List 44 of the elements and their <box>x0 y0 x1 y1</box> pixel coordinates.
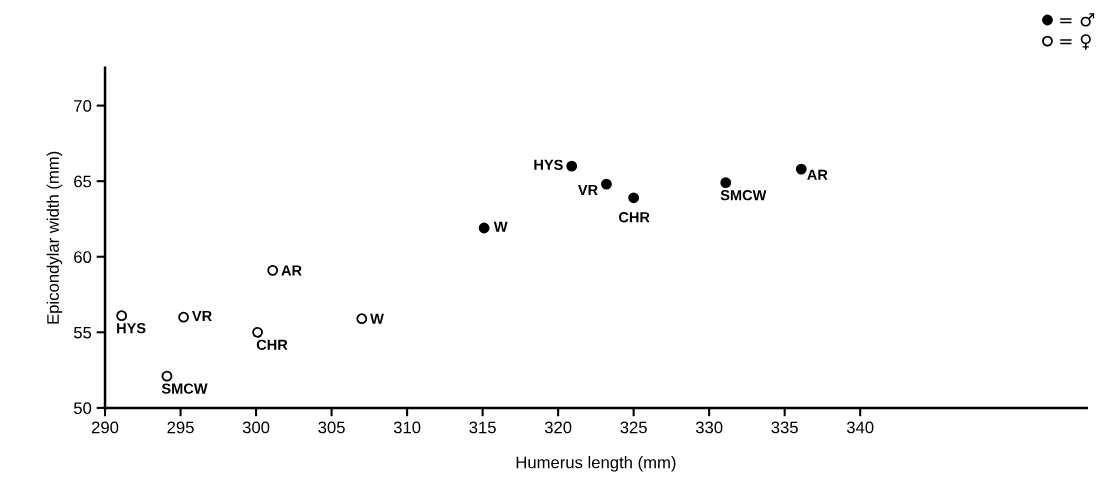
annotation: HYS <box>117 323 146 334</box>
annotation: AR <box>807 169 828 180</box>
annotation: AR <box>281 265 302 276</box>
point <box>628 192 640 204</box>
point <box>178 311 189 323</box>
point <box>252 326 263 338</box>
x-tick-label: 290 <box>91 421 119 434</box>
annotation: VR <box>577 184 598 195</box>
y-tick-label: 50 <box>73 402 92 415</box>
x-axis-title: Humerus length (mm) <box>516 456 676 472</box>
annotation: CHR <box>618 212 650 223</box>
point <box>267 264 279 276</box>
y-tick-label: 55 <box>73 326 92 339</box>
x-tick-label: 295 <box>167 421 194 434</box>
x-tick-label: 320 <box>544 421 572 434</box>
y-tick-label: 70 <box>74 100 92 112</box>
point <box>601 178 612 190</box>
y-tick-label: 65 <box>74 175 92 188</box>
x-tick-label: 305 <box>318 421 345 434</box>
x-tick-label: 300 <box>242 421 270 434</box>
x-tick-label: 340 <box>846 421 874 434</box>
y-tick-label: 60 <box>74 251 92 263</box>
point <box>116 310 128 322</box>
point <box>356 313 368 325</box>
annotation: SMCW <box>720 190 767 201</box>
x-tick-label: 330 <box>695 421 723 434</box>
x-tick-label: 325 <box>620 421 647 434</box>
annotation: CHR <box>256 339 288 350</box>
point <box>566 160 578 172</box>
annotation: W <box>370 313 384 324</box>
legend-label: = ♀ <box>1060 34 1091 50</box>
point <box>478 222 490 234</box>
legend-label: = ♂ <box>1060 13 1095 27</box>
annotation: HYS <box>534 159 563 170</box>
y-axis-title: Epicondylar width (mm) <box>46 151 63 324</box>
annotation: VR <box>192 310 212 321</box>
annotation: SMCW <box>161 383 208 394</box>
point <box>795 163 807 175</box>
x-tick-label: 310 <box>393 421 421 434</box>
x-tick-label: 335 <box>771 421 798 434</box>
point <box>720 177 732 189</box>
x-tick-label: 315 <box>469 421 496 434</box>
point <box>161 370 173 382</box>
annotation: W <box>493 221 508 232</box>
